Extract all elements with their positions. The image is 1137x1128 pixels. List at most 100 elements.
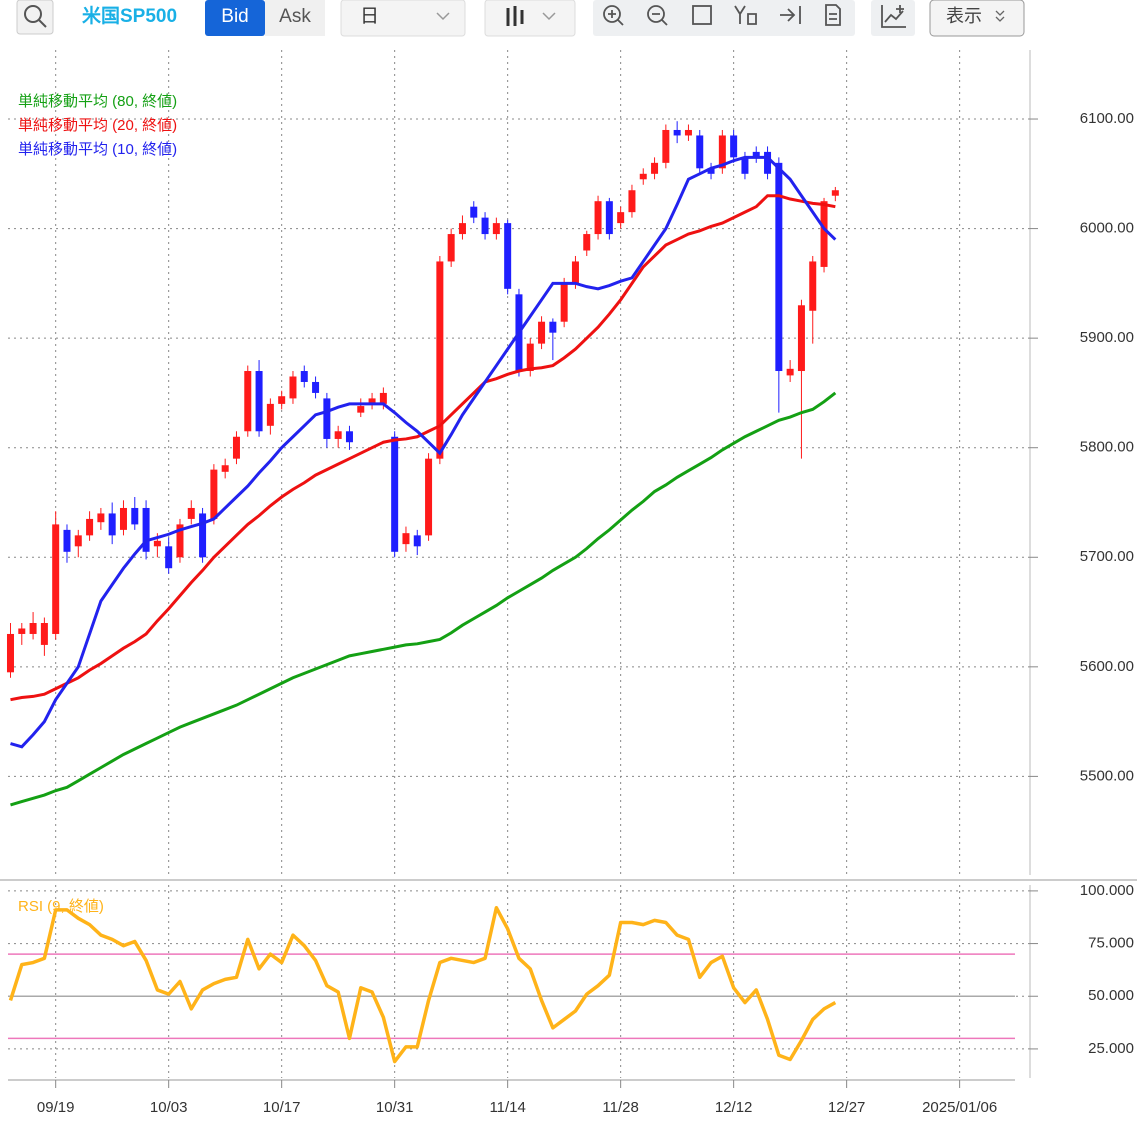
bid-button[interactable] <box>205 0 265 36</box>
candle-body <box>458 223 466 235</box>
x-tick-label: 10/17 <box>263 1099 301 1116</box>
report[interactable] <box>825 4 841 26</box>
period-dropdown[interactable] <box>340 0 466 37</box>
y-tick-label: 5800.00 <box>1080 439 1134 456</box>
candle-body <box>651 162 659 174</box>
ask-label: Ask <box>279 6 311 27</box>
moving-average-line <box>10 194 836 702</box>
chevron <box>995 10 1005 22</box>
chevron <box>436 12 450 21</box>
fit[interactable] <box>692 5 712 25</box>
candle-body <box>165 546 173 569</box>
candle-body <box>628 190 636 213</box>
axis-tool[interactable] <box>734 5 757 25</box>
y-tick-label: 5900.00 <box>1080 329 1134 346</box>
y-tick-label: 50.000 <box>1088 987 1134 1004</box>
candle-body <box>232 436 240 459</box>
x-tick-label: 10/03 <box>150 1099 188 1116</box>
legend-entry: 単純移動平均 (20, 終値) <box>18 117 177 134</box>
chart-type-dropdown[interactable] <box>484 0 576 37</box>
candle-body <box>571 261 579 284</box>
y-tick-label: 75.000 <box>1088 935 1134 952</box>
jump-latest[interactable] <box>780 6 801 24</box>
candle-body <box>63 529 71 552</box>
ask-button[interactable] <box>265 0 325 36</box>
candle-body <box>752 151 760 158</box>
candle-body <box>153 540 161 547</box>
candle-body <box>504 223 512 289</box>
moving-average-line <box>10 391 837 807</box>
candle-body <box>18 628 26 634</box>
candle-body <box>345 431 353 443</box>
view-button[interactable] <box>929 0 1025 37</box>
candle-body <box>684 129 692 136</box>
candle-body <box>52 524 60 634</box>
zoom-in[interactable] <box>603 5 621 23</box>
candle-body <box>730 135 738 158</box>
y-tick-label: 6100.00 <box>1080 110 1134 127</box>
y-tick-label: 25.000 <box>1088 1040 1134 1057</box>
moving-average-line <box>10 155 837 749</box>
candle-body <box>6 633 14 673</box>
x-tick-label: 12/27 <box>828 1099 866 1116</box>
candle-body <box>617 212 625 224</box>
tool-icons <box>603 4 841 26</box>
period-label: 日 <box>360 6 379 27</box>
candle-body <box>775 162 783 372</box>
symbol[interactable]: 米国SP500 <box>82 4 177 27</box>
candle-body <box>255 371 263 432</box>
indicator-button[interactable] <box>871 0 915 36</box>
candle-body <box>594 201 602 235</box>
legend-entry: RSI (9, 終値) <box>18 898 104 915</box>
candle-body <box>741 157 749 174</box>
search-icon <box>24 5 42 23</box>
chevron <box>542 12 556 21</box>
candle-body <box>40 623 48 645</box>
x-tick-label: 12/12 <box>715 1099 753 1116</box>
candle-body <box>210 469 218 519</box>
search-button[interactable] <box>16 0 54 35</box>
candle-body <box>391 436 399 552</box>
candle-body <box>199 513 207 558</box>
x-tick-label: 09/19 <box>37 1099 75 1116</box>
candle-body <box>707 168 715 174</box>
candle-body <box>447 234 455 262</box>
candle-body <box>368 398 376 404</box>
candle-body <box>323 398 331 439</box>
view-label: 表示 <box>946 6 982 26</box>
candle-body <box>357 406 365 413</box>
y-tick-label: 6000.00 <box>1080 220 1134 237</box>
candle-body <box>74 535 82 547</box>
candle-body <box>605 201 613 235</box>
candle-body <box>142 507 150 552</box>
candle-body <box>29 623 37 634</box>
candle-body <box>481 217 489 235</box>
candle-body <box>379 392 387 404</box>
candle-body <box>221 465 229 472</box>
candle-body <box>86 518 94 536</box>
zoom-out[interactable] <box>647 5 665 23</box>
toolbar: 米国SP500 Bid Ask 日 表示 <box>16 0 1025 37</box>
candle-body <box>266 403 274 426</box>
candle-body <box>583 234 591 251</box>
candle-body <box>334 431 342 439</box>
candle-body <box>97 513 105 523</box>
legend-entry: 単純移動平均 (80, 終値) <box>18 93 177 110</box>
legend-entry: 単純移動平均 (10, 終値) <box>18 141 177 158</box>
candle-body <box>300 371 308 382</box>
candle-body <box>425 458 433 536</box>
candle-body <box>131 507 139 525</box>
candle-body <box>176 524 184 558</box>
candle-body <box>402 533 410 545</box>
x-tick-label: 10/31 <box>376 1099 414 1116</box>
y-tick-label: 100.000 <box>1080 882 1134 899</box>
candle-body <box>718 135 726 169</box>
search-icon <box>38 19 47 28</box>
candle-body <box>538 321 546 344</box>
candle-body <box>786 368 794 376</box>
candle-body <box>108 513 116 536</box>
y-tick-label: 5500.00 <box>1080 767 1134 784</box>
y-tick-label: 5600.00 <box>1080 658 1134 675</box>
x-tick-label: 11/28 <box>602 1099 638 1116</box>
